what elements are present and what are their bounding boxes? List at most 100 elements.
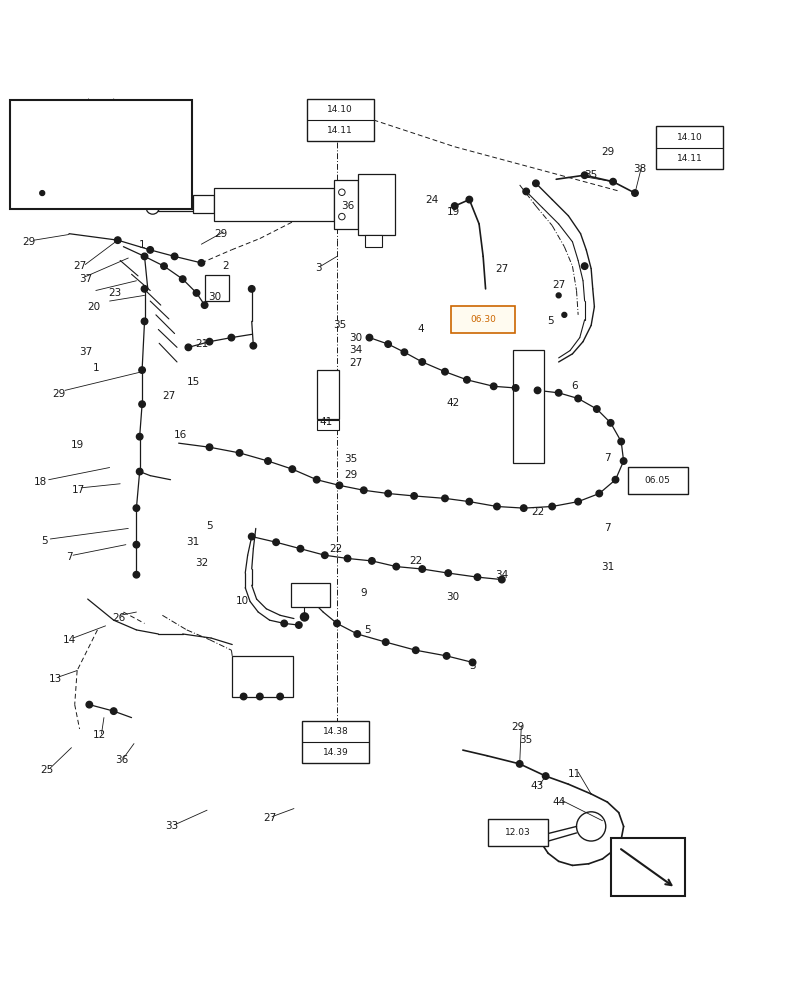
Text: 36: 36 (341, 201, 354, 211)
Circle shape (336, 482, 342, 489)
Circle shape (469, 659, 475, 666)
Bar (358, 174, 394, 235)
Circle shape (179, 276, 186, 282)
Text: 5: 5 (363, 625, 370, 635)
Text: 14.10: 14.10 (327, 105, 353, 114)
Circle shape (443, 653, 449, 659)
Circle shape (466, 498, 472, 505)
Circle shape (250, 342, 256, 349)
Circle shape (161, 263, 167, 269)
Text: 29: 29 (23, 237, 36, 247)
Bar (302, 721, 368, 763)
Text: 13: 13 (49, 674, 62, 684)
Bar (193, 195, 213, 213)
Circle shape (490, 383, 496, 390)
Circle shape (141, 253, 148, 260)
Circle shape (384, 490, 391, 497)
Circle shape (441, 495, 448, 502)
Circle shape (198, 260, 204, 266)
Circle shape (136, 468, 143, 475)
Bar (316, 370, 339, 419)
Text: 2: 2 (222, 261, 229, 271)
Text: 21: 21 (195, 339, 208, 349)
Text: 5: 5 (547, 316, 553, 326)
Circle shape (561, 312, 566, 317)
Text: 5: 5 (206, 521, 212, 531)
Text: 37: 37 (79, 347, 92, 357)
Circle shape (607, 420, 613, 426)
Circle shape (444, 570, 451, 576)
Circle shape (289, 466, 295, 472)
Text: 36: 36 (115, 755, 128, 765)
Circle shape (321, 552, 328, 558)
Circle shape (344, 555, 350, 562)
Circle shape (40, 191, 45, 196)
Text: 34: 34 (495, 570, 508, 580)
Text: 34: 34 (349, 345, 362, 355)
Circle shape (466, 196, 472, 203)
Circle shape (256, 693, 263, 700)
Bar (316, 420, 339, 430)
Bar (213, 188, 333, 221)
Text: 41: 41 (320, 417, 333, 427)
Circle shape (556, 293, 560, 298)
Circle shape (206, 338, 212, 345)
Text: 43: 43 (530, 781, 543, 791)
Circle shape (631, 190, 637, 196)
Circle shape (555, 390, 561, 396)
Text: 27: 27 (495, 264, 508, 274)
Bar (232, 656, 293, 697)
Circle shape (617, 438, 624, 445)
Circle shape (548, 503, 555, 510)
Text: 20: 20 (88, 302, 101, 312)
Circle shape (368, 558, 375, 564)
Text: 37: 37 (79, 274, 92, 284)
Circle shape (418, 566, 425, 572)
Bar (610, 838, 684, 896)
Circle shape (522, 188, 529, 195)
Circle shape (401, 349, 407, 355)
Text: 31: 31 (600, 562, 613, 572)
Bar (307, 99, 373, 141)
Text: 12: 12 (92, 730, 105, 740)
Text: 26: 26 (112, 613, 125, 623)
Circle shape (139, 367, 145, 373)
Circle shape (171, 253, 178, 260)
Circle shape (141, 318, 148, 325)
Bar (333, 180, 358, 229)
Text: 18: 18 (34, 477, 47, 487)
Text: 30: 30 (446, 592, 459, 602)
Text: 35: 35 (519, 735, 532, 745)
Circle shape (272, 539, 279, 545)
Circle shape (300, 613, 308, 621)
Circle shape (86, 701, 92, 708)
Circle shape (295, 622, 302, 628)
Text: 17: 17 (71, 485, 84, 495)
Text: 19: 19 (71, 440, 84, 450)
Text: 14.38: 14.38 (322, 727, 348, 736)
Circle shape (297, 545, 303, 552)
Circle shape (264, 458, 271, 464)
Text: 25: 25 (41, 765, 54, 775)
Text: 29: 29 (214, 229, 227, 239)
Circle shape (620, 458, 626, 464)
Text: 10: 10 (235, 596, 248, 606)
Text: 5: 5 (469, 661, 475, 671)
Bar (627, 467, 687, 494)
Text: 9: 9 (360, 588, 367, 598)
Circle shape (382, 639, 388, 645)
Text: 35: 35 (584, 170, 597, 180)
Circle shape (593, 406, 599, 412)
Text: 16: 16 (174, 430, 187, 440)
Circle shape (574, 395, 581, 402)
Text: 22: 22 (409, 556, 422, 566)
Text: 7: 7 (603, 523, 610, 533)
Circle shape (133, 541, 139, 548)
Text: 6: 6 (571, 381, 577, 391)
Circle shape (512, 385, 518, 391)
Circle shape (313, 476, 320, 483)
Text: 14.39: 14.39 (322, 748, 348, 757)
Bar (513, 350, 543, 463)
Circle shape (136, 433, 143, 440)
Circle shape (333, 620, 340, 627)
